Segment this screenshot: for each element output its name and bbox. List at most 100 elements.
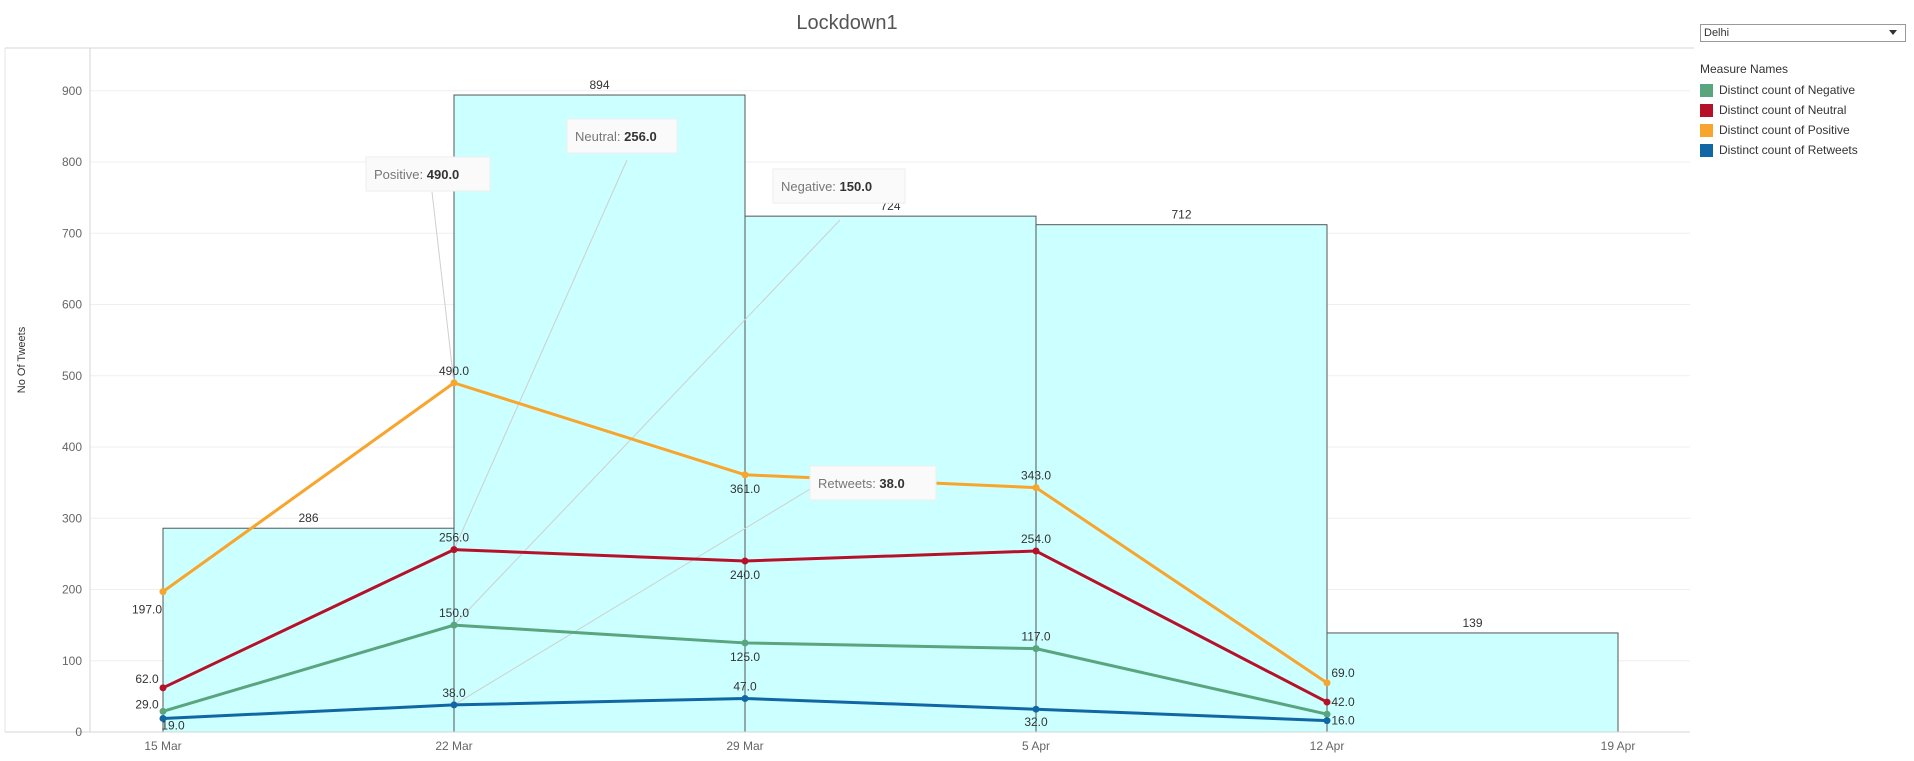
- y-tick-label: 300: [62, 511, 82, 525]
- point-value-label: 62.0: [135, 672, 159, 686]
- chart: 0 100 200 300 400 500 600 700 800 900 No Of Tweets…: [4, 47, 1694, 753]
- series-point: [1032, 484, 1040, 492]
- data-labels: 286894724712139197.0490.0361.0343.069.06…: [132, 78, 1483, 732]
- legend-swatch: [1700, 83, 1713, 97]
- series-point: [1323, 710, 1331, 718]
- tooltip-label: Retweets:: [818, 476, 879, 491]
- y-tick-label: 400: [62, 440, 82, 454]
- legend-label: Distinct count of Neutral: [1719, 103, 1847, 117]
- series-point: [741, 557, 749, 565]
- legend-swatch: [1700, 143, 1713, 157]
- y-tick-label: 200: [62, 583, 82, 597]
- x-tick-label: 19 Apr: [1601, 739, 1636, 753]
- legend-item[interactable]: Distinct count of Negative: [1700, 80, 1910, 100]
- point-value-label: 125.0: [730, 650, 760, 664]
- x-tick-label: 22 Mar: [435, 739, 472, 753]
- tooltip-connector: [453, 219, 841, 626]
- series-point: [450, 546, 458, 554]
- tooltip-connector: [453, 482, 821, 706]
- tooltip-text: Neutral: 256.0: [575, 129, 657, 144]
- point-value-label: 197.0: [132, 603, 162, 617]
- point-value-label: 256.0: [439, 531, 469, 545]
- point-value-label: 32.0: [1024, 715, 1048, 729]
- tooltip-text: Negative: 150.0: [781, 179, 872, 194]
- bar: [453, 94, 746, 733]
- tooltip-value: 490.0: [427, 167, 460, 182]
- y-tick-label: 900: [62, 84, 82, 98]
- legend-swatch: [1700, 123, 1713, 137]
- city-filter-dropdown[interactable]: Delhi: [1700, 24, 1906, 42]
- legend-item[interactable]: Distinct count of Neutral: [1700, 100, 1910, 120]
- legend: Measure Names Distinct count of Negative…: [1700, 62, 1910, 160]
- city-filter-value: Delhi: [1704, 27, 1730, 39]
- series-point: [450, 379, 458, 387]
- tooltip-connectors: [431, 159, 841, 706]
- series-point: [741, 471, 749, 479]
- point-value-label: 16.0: [1331, 714, 1355, 728]
- series-point: [1323, 679, 1331, 687]
- series-point: [741, 695, 749, 703]
- y-tick-label: 500: [62, 369, 82, 383]
- x-tick-label: 5 Apr: [1022, 739, 1050, 753]
- point-value-label: 117.0: [1021, 630, 1050, 644]
- tooltip-box: [809, 465, 937, 501]
- point-value-label: 19.0: [161, 718, 185, 732]
- legend-swatch: [1700, 103, 1713, 117]
- tooltip-value: 256.0: [624, 129, 657, 144]
- point-value-label: 29.0: [135, 697, 159, 711]
- series-point: [741, 639, 749, 647]
- tooltips: Positive: 490.0 Neutral: 256.0 Negative: 1…: [365, 118, 937, 501]
- bar-value-label: 286: [298, 511, 318, 525]
- bar-value-label: 139: [1462, 616, 1482, 630]
- tooltip-value: 150.0: [840, 179, 873, 194]
- y-tick-label: 700: [62, 226, 82, 240]
- x-tick-label: 29 Mar: [726, 739, 763, 753]
- chart-title: Lockdown1: [796, 12, 898, 34]
- series-point: [159, 684, 167, 692]
- tooltip-box: [365, 156, 491, 192]
- series-point: [159, 707, 167, 715]
- x-tick-label: 12 Apr: [1310, 739, 1345, 753]
- point-value-label: 47.0: [733, 680, 757, 694]
- legend-title: Measure Names: [1700, 62, 1789, 76]
- point-value-label: 150.0: [439, 606, 469, 620]
- series-point: [450, 621, 458, 629]
- tooltip-label: Positive:: [374, 167, 427, 182]
- bar: [1326, 632, 1619, 733]
- legend-label: Distinct count of Positive: [1719, 123, 1850, 137]
- bar: [1035, 224, 1328, 733]
- legend-item[interactable]: Distinct count of Positive: [1700, 120, 1910, 140]
- bars: [162, 94, 1619, 733]
- y-tick-label: 0: [75, 725, 82, 739]
- chevron-down-icon[interactable]: [1889, 30, 1897, 35]
- bar-value-label: 894: [589, 78, 609, 92]
- axes: 0 100 200 300 400 500 600 700 800 900 No Of Tweets…: [4, 47, 1694, 753]
- point-value-label: 42.0: [1331, 695, 1355, 709]
- point-value-label: 69.0: [1331, 666, 1355, 680]
- series-point: [1323, 717, 1331, 725]
- series-point: [159, 714, 167, 722]
- point-value-label: 343.0: [1021, 469, 1051, 483]
- series-point: [1032, 547, 1040, 555]
- tooltip-text: Positive: 490.0: [374, 167, 459, 182]
- point-value-label: 240.0: [730, 568, 760, 582]
- y-tick-label: 100: [62, 654, 82, 668]
- tooltip-connector: [431, 191, 455, 383]
- series-point: [159, 588, 167, 596]
- tooltip-connector: [453, 159, 628, 550]
- point-value-label: 490.0: [439, 364, 469, 378]
- tooltip-box: [566, 118, 678, 154]
- tooltip-text: Retweets: 38.0: [818, 476, 905, 491]
- tooltip-label: Neutral:: [575, 129, 624, 144]
- series-point: [450, 701, 458, 709]
- series-point: [1032, 645, 1040, 653]
- bar-value-label: 712: [1171, 208, 1191, 222]
- tooltip-value: 38.0: [879, 476, 904, 491]
- tooltip-label: Negative:: [781, 179, 840, 194]
- y-axis-title: No Of Tweets: [16, 326, 28, 393]
- point-value-label: 361.0: [730, 482, 760, 496]
- point-value-label: 254.0: [1021, 532, 1051, 546]
- legend-label: Distinct count of Retweets: [1719, 143, 1858, 157]
- legend-item[interactable]: Distinct count of Retweets: [1700, 140, 1910, 160]
- tooltip-box: [772, 168, 906, 204]
